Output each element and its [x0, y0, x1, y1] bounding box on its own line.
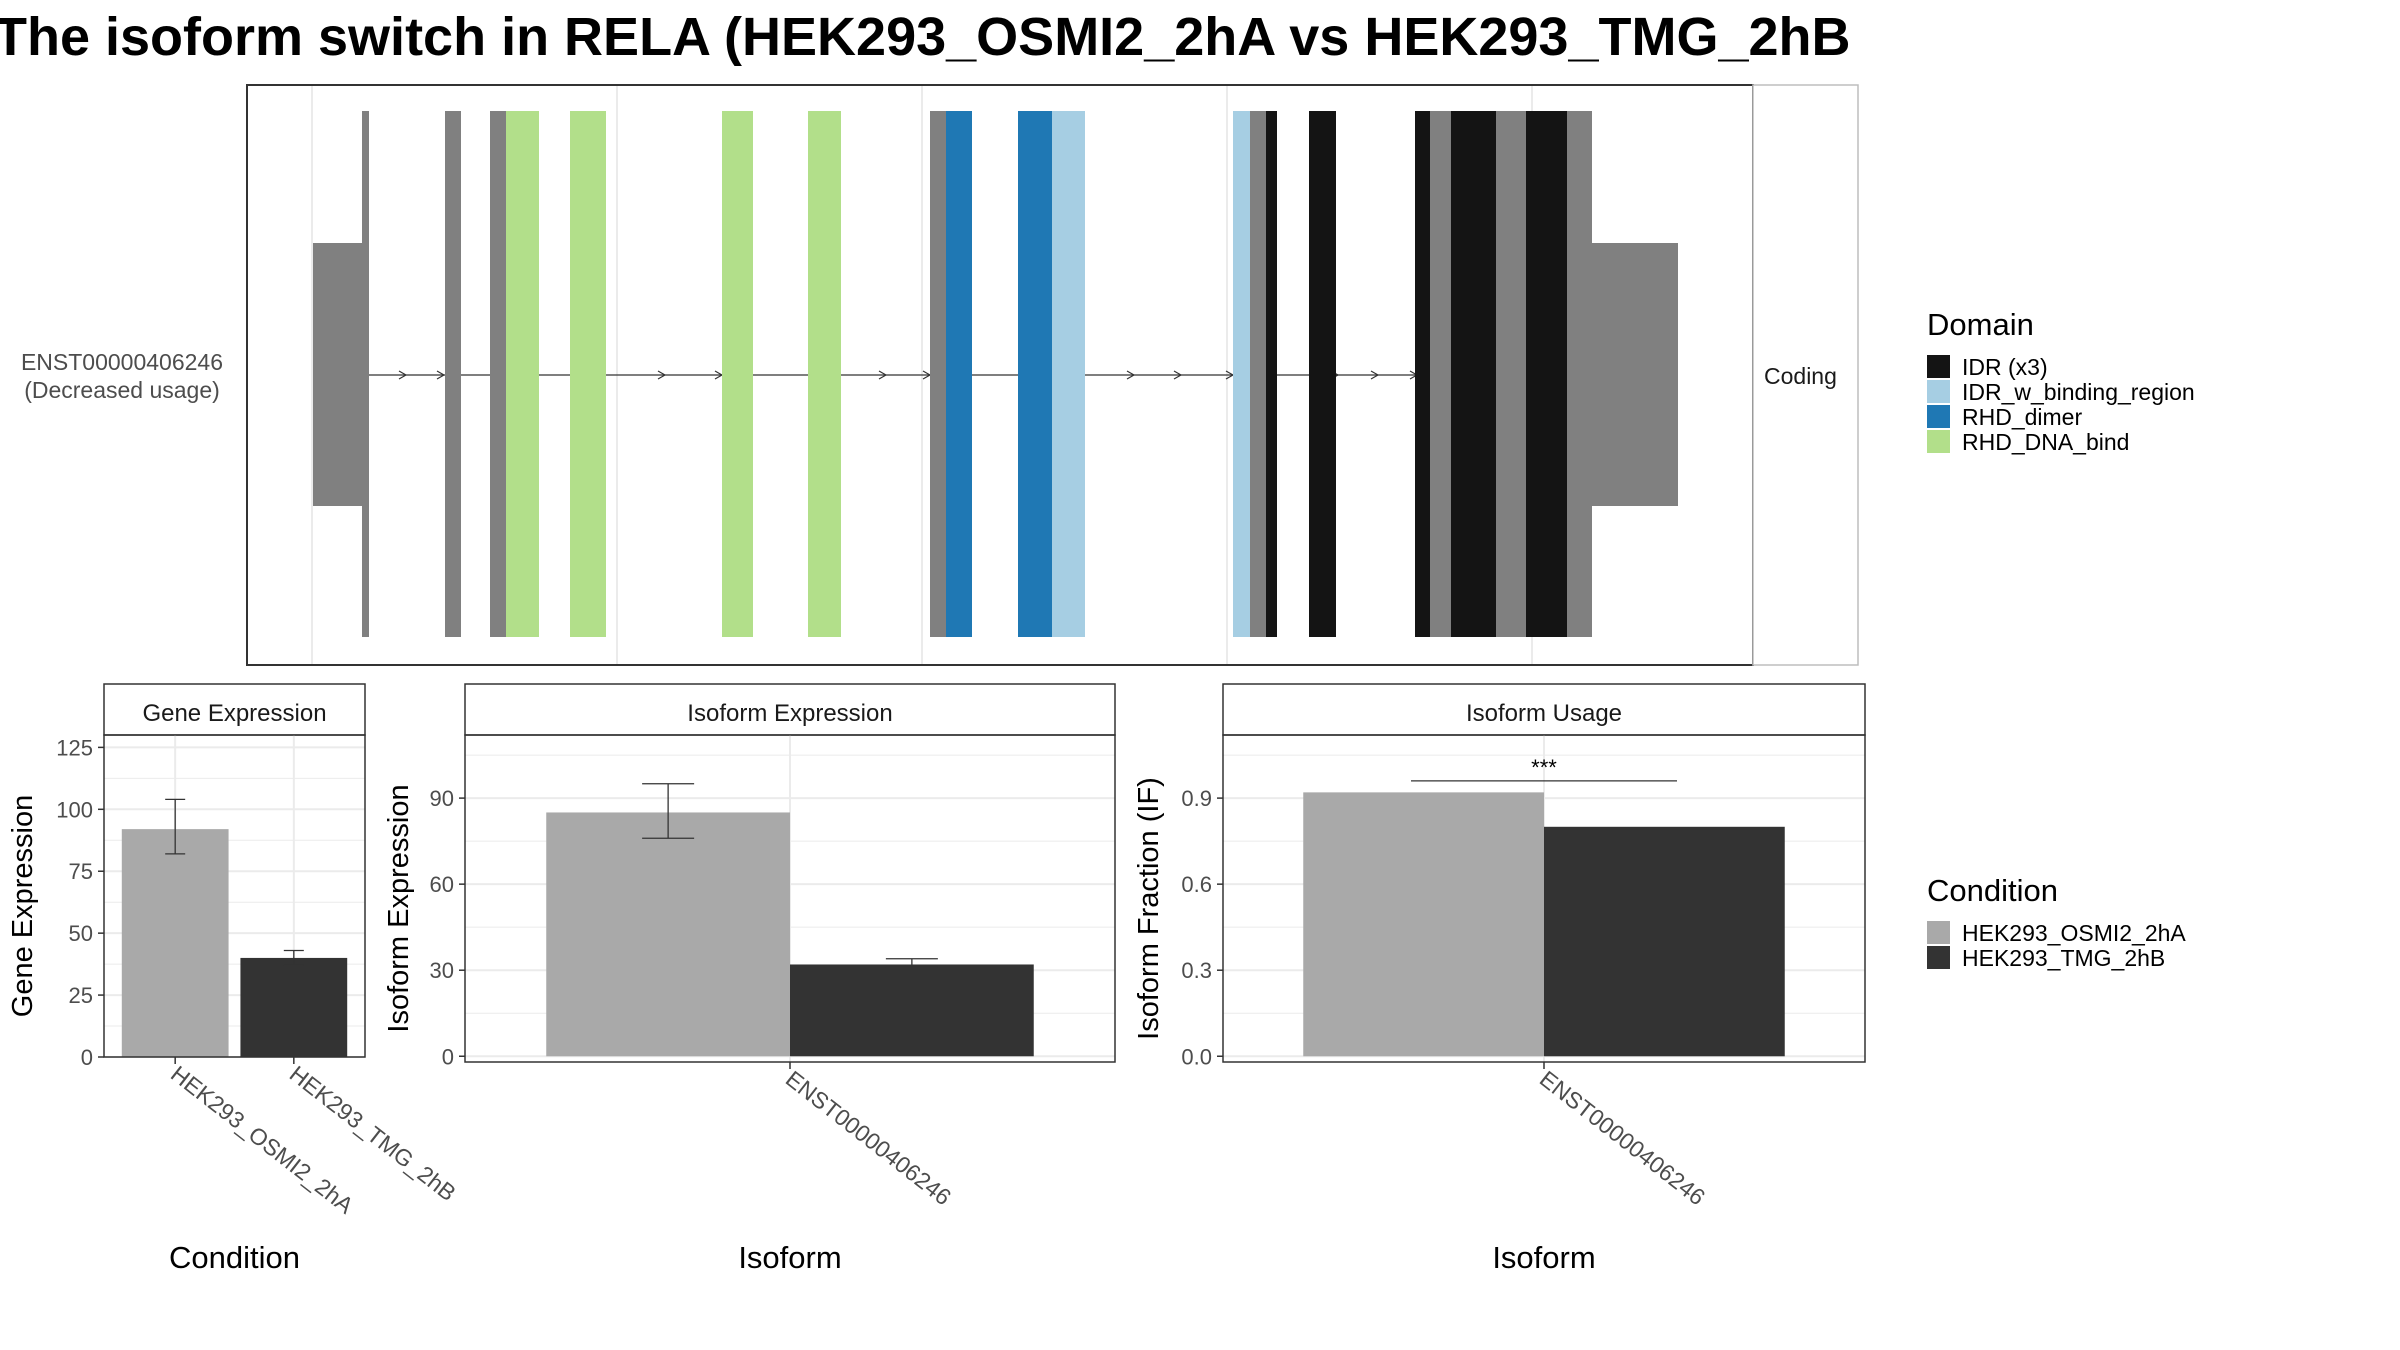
condition-legend-key — [1927, 946, 1950, 969]
bar — [1544, 826, 1785, 1057]
domain-legend-label: RHD_dimer — [1962, 404, 2082, 430]
y-tick-label: 30 — [430, 958, 454, 983]
exon-block — [1496, 111, 1526, 637]
condition-legend-title: Condition — [1927, 873, 2058, 908]
chart-title: Isoform Expression — [687, 700, 892, 727]
transcript-strip — [1752, 84, 1859, 666]
idr-domain — [1266, 111, 1277, 637]
intron-arrow — [657, 370, 667, 380]
chart-panel-isoform-usage: Isoform Usage *** 0.0 0.3 0.6 0.9 ENST00000406… — [1133, 683, 1866, 1275]
significance-label: *** — [1531, 755, 1557, 780]
bar — [790, 964, 1034, 1057]
exon-block — [1250, 111, 1266, 637]
figure-title: The isoform switch in RELA (HEK293_OSMI2… — [0, 7, 1851, 67]
y-tick-label: 25 — [69, 983, 93, 1008]
isoform-id-label: ENST00000406246 — [21, 349, 223, 375]
rhd-dna-bind-domain — [570, 111, 606, 637]
chart-title-strip — [103, 683, 366, 736]
y-tick-label: 75 — [69, 859, 93, 884]
rhd-dna-bind-domain — [808, 111, 841, 637]
domain-legend-label: RHD_DNA_bind — [1962, 429, 2129, 455]
chart-panel-isoform-expression: Isoform Expression 0 30 60 90 ENST00000406246… — [383, 683, 1116, 1275]
bar — [240, 957, 348, 1057]
idr-domain — [1451, 111, 1496, 637]
y-tick-label: 0 — [81, 1045, 93, 1070]
intron-arrow — [1126, 370, 1136, 380]
x-axis-title: Isoform — [738, 1240, 841, 1275]
exon-block — [1567, 111, 1592, 637]
exon-block — [445, 111, 461, 637]
idr-domain — [1415, 111, 1430, 637]
bar — [546, 812, 790, 1057]
bar — [1303, 792, 1544, 1057]
utr-block — [1592, 243, 1678, 506]
exon-block — [362, 111, 369, 637]
y-tick-label: 125 — [56, 735, 93, 760]
y-tick-label: 0 — [442, 1044, 454, 1069]
rhd-dna-bind-domain — [722, 111, 753, 637]
chart-title: Gene Expression — [142, 700, 326, 727]
x-axis-title: Isoform — [1492, 1240, 1595, 1275]
domain-legend-key — [1927, 355, 1950, 378]
condition-legend-label: HEK293_OSMI2_2hA — [1962, 920, 2186, 946]
y-axis-title: Isoform Expression — [383, 784, 415, 1032]
x-axis-title: Condition — [169, 1240, 300, 1275]
y-tick-label: 90 — [430, 786, 454, 811]
chart-title-strip — [464, 683, 1116, 736]
domain-legend-label: IDR_w_binding_region — [1962, 379, 2195, 405]
y-tick-label: 0.9 — [1181, 786, 1212, 811]
x-tick-label: ENST00000406246 — [781, 1065, 956, 1210]
isoform-usage-label: (Decreased usage) — [24, 377, 220, 403]
x-tick-label: ENST00000406246 — [1535, 1065, 1710, 1210]
chart-title: Isoform Usage — [1466, 700, 1622, 727]
chart-panel-border — [103, 734, 366, 1058]
condition-legend-key — [1927, 921, 1950, 944]
y-axis-title: Isoform Fraction (IF) — [1133, 777, 1165, 1040]
idr-binding-region-domain — [1233, 111, 1250, 637]
domain-legend-key — [1927, 380, 1950, 403]
expression-charts: Gene Expression0255075100125HEK293_OSMI2… — [7, 683, 1866, 1275]
rhd-dimer-domain — [1018, 111, 1052, 637]
transcript-strip-label: Coding — [1764, 363, 1837, 389]
exon-block — [930, 111, 946, 637]
intron-arrow — [436, 370, 446, 380]
domain-legend-label: IDR (x3) — [1962, 354, 2048, 380]
y-tick-label: 60 — [430, 872, 454, 897]
domain-legend-key — [1927, 405, 1950, 428]
y-tick-label: 0.3 — [1181, 958, 1212, 983]
y-tick-label: 0.6 — [1181, 872, 1212, 897]
idr-domain — [1309, 111, 1336, 637]
exon-block — [490, 111, 506, 637]
transcript-panel: Coding ENST00000406246 (Decreased usage) — [21, 84, 1859, 666]
y-tick-label: 0.0 — [1181, 1044, 1212, 1069]
idr-binding-region-domain — [1052, 111, 1085, 637]
utr-block — [313, 243, 365, 506]
y-axis-title: Gene Expression — [7, 795, 39, 1017]
y-tick-label: 100 — [56, 797, 93, 822]
intron-arrow — [1370, 370, 1380, 380]
intron-arrow — [878, 370, 888, 380]
domain-legend-title: Domain — [1927, 307, 2034, 342]
rhd-dimer-domain — [946, 111, 972, 637]
chart-title-strip — [1222, 683, 1866, 736]
idr-domain — [1526, 111, 1567, 637]
rhd-dna-bind-domain — [506, 111, 539, 637]
intron-arrow — [398, 370, 408, 380]
exon-block — [1430, 111, 1451, 637]
domain-legend: Domain IDR (x3)IDR_w_binding_regionRHD_d… — [1927, 307, 2195, 455]
condition-legend-label: HEK293_TMG_2hB — [1962, 945, 2165, 971]
intron-arrow — [1173, 370, 1183, 380]
y-tick-label: 50 — [69, 921, 93, 946]
exon-blocks — [313, 111, 1678, 637]
domain-legend-key — [1927, 430, 1950, 453]
bar — [121, 829, 229, 1057]
